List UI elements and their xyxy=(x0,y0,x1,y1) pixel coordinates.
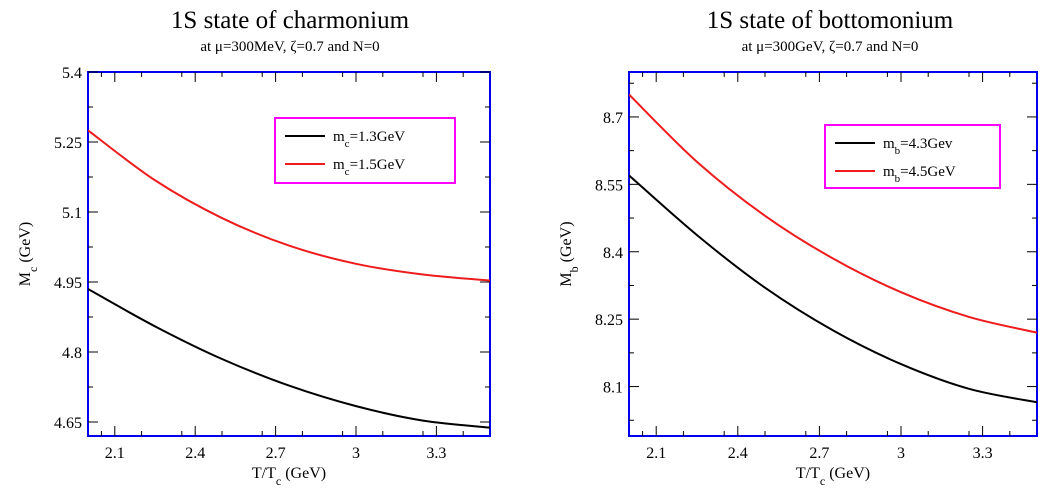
charmonium-ylabel-rest: (GeV) xyxy=(17,222,34,267)
charmonium-legend-box xyxy=(274,117,456,184)
charmonium-title: 1S state of charmonium xyxy=(171,7,410,34)
bottomonium-legend-label-1: mb=4.3Gev xyxy=(883,136,953,157)
bottomonium-legend-label-1-subscript: b xyxy=(895,145,901,157)
charmonium-subtitle: at μ=300MeV, ζ=0.7 and N=0 xyxy=(200,39,379,55)
bottomonium-legend-label-1-rest: =4.3Gev xyxy=(900,136,953,152)
bottomonium-chart: 1S state of bottomonium at μ=300GeV, ζ=0.… xyxy=(558,7,1038,488)
bottomonium-ylabel-rest: (GeV) xyxy=(558,221,575,266)
bottomonium-legend-label-2-subscript: b xyxy=(895,173,901,185)
charmonium-xlabel-base: T/T xyxy=(252,465,276,482)
bottomonium-xtick-label: 3 xyxy=(897,445,905,462)
charmonium-legend-label-2-subscript: c xyxy=(345,166,350,178)
charmonium-xlabel-subscript: c xyxy=(276,474,281,488)
bottomonium-title: 1S state of bottomonium xyxy=(707,7,954,34)
charmonium-xtick-label: 3 xyxy=(352,445,360,462)
charmonium-legend-label-2: mc=1.5GeV xyxy=(333,157,405,178)
bottomonium-xlabel-rest: (GeV) xyxy=(825,465,870,482)
charmonium-ylabel-base: M xyxy=(17,272,34,286)
bottomonium-xlabel-subscript: c xyxy=(820,474,825,488)
bottomonium-subtitle: at μ=300GeV, ζ=0.7 and N=0 xyxy=(742,39,919,55)
charmonium-plot-frame xyxy=(87,71,491,437)
bottomonium-legend-label-1-base: m xyxy=(883,136,895,152)
charmonium-ylabel: Mc (GeV) xyxy=(17,222,40,286)
bottomonium-legend-label-2-base: m xyxy=(883,164,895,180)
bottomonium-xlabel-base: T/T xyxy=(796,465,820,482)
bottomonium-xtick-label: 2.1 xyxy=(646,445,666,462)
bottomonium-ytick-label: 8.7 xyxy=(603,110,623,127)
bottomonium-xtick-label: 2.4 xyxy=(728,445,748,462)
charmonium-xtick-label: 2.7 xyxy=(266,445,286,462)
charmonium-xtick-label: 2.1 xyxy=(105,445,125,462)
bottomonium-ylabel-subscript: b xyxy=(567,266,581,272)
bottomonium-series-line-2 xyxy=(629,93,1037,334)
charmonium-legend-label-2-rest: =1.5GeV xyxy=(350,157,406,173)
bottomonium-xtick-label: 3.3 xyxy=(973,445,993,462)
charmonium-ytick-label: 5.1 xyxy=(62,205,82,222)
bottomonium-plot-frame xyxy=(628,71,1038,437)
bottomonium-xtick-label: 2.7 xyxy=(809,445,829,462)
bottomonium-ytick-label: 8.1 xyxy=(603,380,623,397)
bottomonium-ytick-label: 8.55 xyxy=(595,177,623,194)
bottomonium-ytick-label: 8.4 xyxy=(603,245,623,262)
charmonium-xlabel-rest: (GeV) xyxy=(281,465,326,482)
charmonium-ytick-label: 4.95 xyxy=(54,275,82,292)
charmonium-ylabel-subscript: c xyxy=(26,267,40,272)
bottomonium-ylabel: Mb (GeV) xyxy=(558,221,581,286)
charmonium-xtick-label: 3.3 xyxy=(426,445,446,462)
charmonium-legend-label-2-base: m xyxy=(333,157,345,173)
charmonium-legend-label-1-base: m xyxy=(333,129,345,145)
charmonium-xlabel: T/Tc (GeV) xyxy=(252,465,326,488)
charmonium-series-line-2 xyxy=(88,129,490,282)
bottomonium-ytick-label: 8.25 xyxy=(595,312,623,329)
charmonium-ytick-label: 5.4 xyxy=(62,65,82,82)
bottomonium-legend-label-2: mb=4.5GeV xyxy=(883,164,956,185)
charmonium-chart: 1S state of charmonium at μ=300MeV, ζ=0.7… xyxy=(17,7,491,488)
charmonium-ytick-label: 4.8 xyxy=(62,345,82,362)
charmonium-ytick-label: 4.65 xyxy=(54,415,82,432)
bottomonium-series-line-1 xyxy=(629,174,1037,404)
charmonium-series-line-1 xyxy=(88,288,490,429)
charmonium-legend-label-1-subscript: c xyxy=(345,138,350,150)
bottomonium-ylabel-base: M xyxy=(558,272,575,286)
charmonium-ytick-label: 5.25 xyxy=(54,135,82,152)
bottomonium-xlabel: T/Tc (GeV) xyxy=(796,465,870,488)
charmonium-legend-label-1-rest: =1.3GeV xyxy=(350,129,406,145)
charmonium-legend-label-1: mc=1.3GeV xyxy=(333,129,405,150)
bottomonium-legend-box xyxy=(824,124,1001,189)
bottomonium-legend-label-2-rest: =4.5GeV xyxy=(900,164,956,180)
charmonium-xtick-label: 2.4 xyxy=(185,445,205,462)
